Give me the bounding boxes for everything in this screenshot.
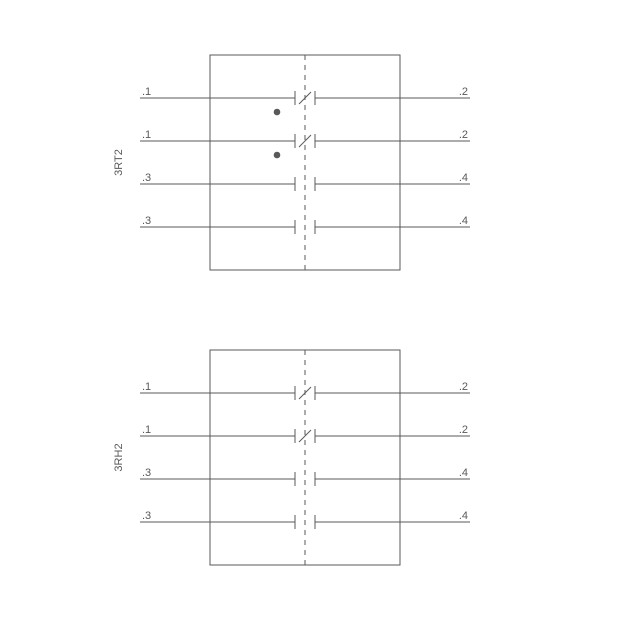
terminal-label-left: .3 [142,510,151,522]
terminal-label-left: .3 [142,172,151,184]
terminal-label-left: .1 [142,381,151,393]
terminal-label-left: .1 [142,86,151,98]
contact-row: .1 .2 [140,86,470,115]
block-id-label: 3RH2 [113,443,125,471]
contact-row: .1 .2 [140,129,470,158]
actuator-dot [274,152,281,159]
terminal-label-left: .3 [142,467,151,479]
terminal-label-right: .2 [459,381,468,393]
contact-block: .1 .2 .1 .2 .3 .4 .3 .4 3RT2 [113,55,470,270]
terminal-label-right: .2 [459,424,468,436]
terminal-label-right: .2 [459,129,468,141]
terminal-label-left: .1 [142,129,151,141]
actuator-dot [274,109,281,116]
terminal-label-right: .4 [459,510,468,522]
nc-slash [299,387,311,399]
block-id-label: 3RT2 [113,149,125,176]
terminal-label-right: .2 [459,86,468,98]
terminal-label-right: .4 [459,215,468,227]
terminal-label-right: .4 [459,467,468,479]
contact-block: .1 .2 .1 .2 .3 .4 .3 .4 3RH2 [113,350,470,565]
nc-slash [299,92,311,104]
terminal-label-right: .4 [459,172,468,184]
terminal-label-left: .1 [142,424,151,436]
terminal-label-left: .3 [142,215,151,227]
